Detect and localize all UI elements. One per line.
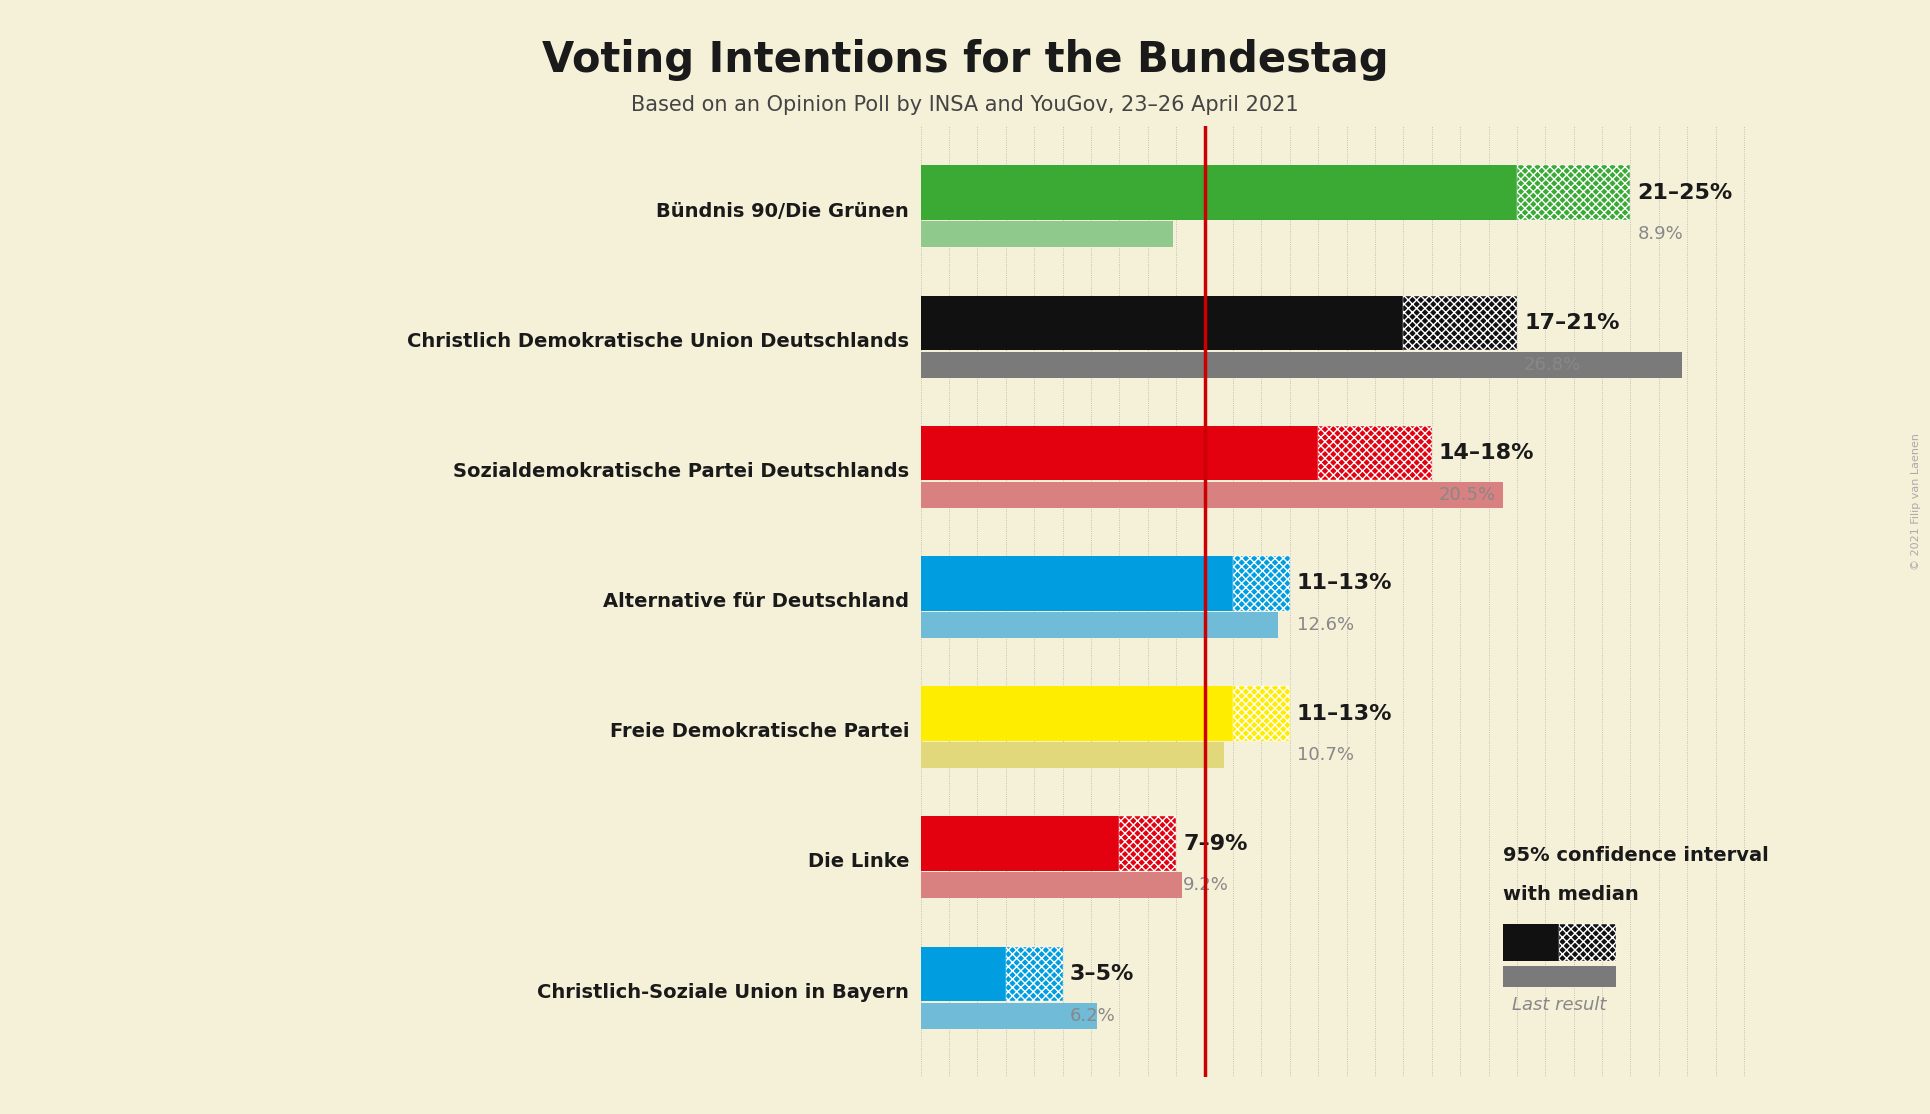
Text: Sozialdemokratische Partei Deutschlands: Sozialdemokratische Partei Deutschlands — [454, 462, 909, 481]
Bar — [1318, 426, 1432, 480]
Bar — [1517, 166, 1631, 221]
Text: Voting Intentions for the Bundestag: Voting Intentions for the Bundestag — [542, 39, 1388, 81]
Bar — [921, 612, 1278, 638]
Bar — [921, 742, 1224, 769]
Text: 17–21%: 17–21% — [1525, 313, 1619, 333]
Text: 9.2%: 9.2% — [1183, 877, 1229, 895]
Bar — [1119, 817, 1175, 871]
Text: Alternative für Deutschland: Alternative für Deutschland — [604, 592, 909, 612]
Text: 20.5%: 20.5% — [1440, 486, 1496, 504]
Text: © 2021 Filip van Laenen: © 2021 Filip van Laenen — [1911, 433, 1922, 569]
Text: 6.2%: 6.2% — [1069, 1007, 1116, 1025]
Bar — [1233, 556, 1289, 610]
Bar — [1559, 925, 1615, 961]
Text: 7–9%: 7–9% — [1183, 833, 1249, 853]
Bar — [921, 686, 1233, 741]
Bar — [1503, 966, 1615, 987]
Text: 95% confidence interval: 95% confidence interval — [1503, 846, 1768, 864]
Text: Christlich Demokratische Union Deutschlands: Christlich Demokratische Union Deutschla… — [407, 332, 909, 351]
Bar — [921, 166, 1517, 221]
Bar — [1403, 295, 1517, 350]
Bar — [921, 426, 1318, 480]
Bar — [921, 556, 1233, 610]
Bar — [921, 295, 1403, 350]
Bar — [1006, 947, 1063, 1001]
Text: Based on an Opinion Poll by INSA and YouGov, 23–26 April 2021: Based on an Opinion Poll by INSA and You… — [631, 95, 1299, 115]
Text: 11–13%: 11–13% — [1297, 704, 1392, 723]
Text: Christlich-Soziale Union in Bayern: Christlich-Soziale Union in Bayern — [537, 983, 909, 1001]
Text: 14–18%: 14–18% — [1440, 443, 1534, 463]
Text: 12.6%: 12.6% — [1297, 616, 1355, 634]
Text: Freie Demokratische Partei: Freie Demokratische Partei — [610, 722, 909, 741]
Bar — [921, 222, 1173, 247]
Bar — [921, 872, 1181, 898]
Text: 21–25%: 21–25% — [1637, 183, 1733, 203]
Text: 26.8%: 26.8% — [1525, 355, 1581, 373]
Bar — [921, 352, 1681, 378]
Text: Last result: Last result — [1513, 996, 1606, 1014]
Text: with median: with median — [1503, 885, 1639, 903]
Bar — [1233, 686, 1289, 741]
Text: 8.9%: 8.9% — [1637, 225, 1683, 244]
Bar — [1503, 925, 1559, 961]
Text: 11–13%: 11–13% — [1297, 574, 1392, 594]
Bar — [921, 481, 1503, 508]
Bar — [921, 1003, 1096, 1028]
Text: 3–5%: 3–5% — [1069, 964, 1135, 984]
Bar — [921, 817, 1119, 871]
Bar — [921, 947, 1006, 1001]
Text: Bündnis 90/Die Grünen: Bündnis 90/Die Grünen — [656, 202, 909, 221]
Text: Die Linke: Die Linke — [809, 852, 909, 871]
Text: 10.7%: 10.7% — [1297, 746, 1353, 764]
